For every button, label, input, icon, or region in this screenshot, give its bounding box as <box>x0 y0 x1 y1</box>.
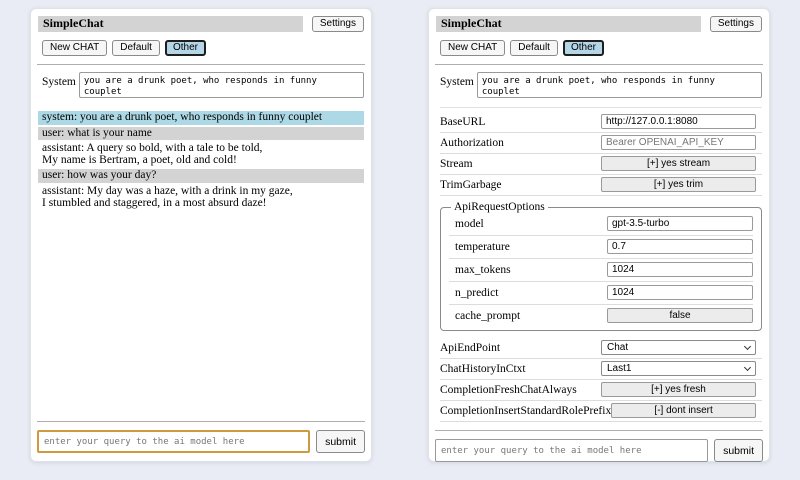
system-prompt-label: System <box>440 76 474 88</box>
session-button-default[interactable]: Default <box>112 40 160 56</box>
spacer <box>37 210 365 413</box>
settings-list: BaseURL Authorization Stream [+] yes str… <box>440 112 762 422</box>
temperature-label: temperature <box>455 240 510 253</box>
temperature-input[interactable] <box>607 239 753 254</box>
settings-button[interactable]: Settings <box>709 16 762 32</box>
api-endpoint-select[interactable]: Chat <box>601 340 756 355</box>
new-chat-button[interactable]: New CHAT <box>440 40 506 56</box>
divider <box>37 421 365 422</box>
submit-button[interactable]: submit <box>714 439 763 462</box>
api-endpoint-selected-value: Chat <box>607 342 629 353</box>
chevron-down-icon <box>743 363 752 372</box>
session-button-default[interactable]: Default <box>510 40 558 56</box>
authorization-label: Authorization <box>440 136 504 149</box>
divider <box>37 64 365 65</box>
query-row: submit <box>37 430 365 453</box>
session-button-other[interactable]: Other <box>164 40 206 56</box>
cache-prompt-toggle-button[interactable]: false <box>607 308 753 323</box>
session-buttons-row: New CHAT Default Other <box>440 40 762 56</box>
settings-button[interactable]: Settings <box>311 16 364 32</box>
chat-message-assistant: assistant: My day was a haze, with a dri… <box>38 184 364 211</box>
system-prompt-label: System <box>42 76 76 88</box>
baseurl-input[interactable] <box>601 114 756 129</box>
setting-row-baseurl: BaseURL <box>440 112 762 133</box>
chat-message-user: user: how was your day? <box>38 169 364 183</box>
system-prompt-row: System you are a drunk poet, who respond… <box>42 72 364 98</box>
setting-row-stream: Stream [+] yes stream <box>440 154 762 175</box>
completion-fresh-chat-always-label: CompletionFreshChatAlways <box>440 383 577 396</box>
divider <box>435 64 763 65</box>
chat-message-system: system: you are a drunk poet, who respon… <box>38 111 364 125</box>
chat-message-user: user: what is your name <box>38 126 364 141</box>
stream-toggle-button[interactable]: [+] yes stream <box>601 156 756 171</box>
setting-row-temperature: temperature <box>449 236 753 259</box>
baseurl-label: BaseURL <box>440 115 486 128</box>
submit-button[interactable]: submit <box>316 430 365 453</box>
header-row: SimpleChat Settings <box>38 16 364 32</box>
setting-row-cache-prompt: cache_prompt false <box>449 305 753 327</box>
chevron-down-icon <box>743 342 752 351</box>
chat-history-in-ctxt-select[interactable]: Last1 <box>601 361 756 376</box>
setting-row-model: model <box>449 213 753 236</box>
max-tokens-input[interactable] <box>607 262 753 277</box>
model-label: model <box>455 217 484 230</box>
settings-panel: SimpleChat Settings New CHAT Default Oth… <box>428 8 770 462</box>
setting-row-n-predict: n_predict <box>449 282 753 305</box>
chat-panel: SimpleChat Settings New CHAT Default Oth… <box>30 8 372 462</box>
max-tokens-label: max_tokens <box>455 263 511 276</box>
setting-row-chat-history-in-ctxt: ChatHistoryInCtxt Last1 <box>440 359 762 380</box>
divider <box>435 430 763 431</box>
query-row: submit <box>435 439 763 462</box>
trimgarbage-label: TrimGarbage <box>440 178 502 191</box>
n-predict-input[interactable] <box>607 285 753 300</box>
stream-label: Stream <box>440 157 473 170</box>
trimgarbage-toggle-button[interactable]: [+] yes trim <box>601 177 756 192</box>
n-predict-label: n_predict <box>455 286 499 299</box>
completion-insert-standard-role-prefix-toggle-button[interactable]: [-] dont insert <box>611 403 756 418</box>
system-prompt-textarea[interactable]: you are a drunk poet, who responds in fu… <box>476 72 762 98</box>
new-chat-button[interactable]: New CHAT <box>42 40 108 56</box>
model-input[interactable] <box>607 216 753 231</box>
session-button-other[interactable]: Other <box>562 40 604 56</box>
authorization-input[interactable] <box>601 135 756 150</box>
api-request-options-fieldset: ApiRequestOptions model temperature max_… <box>440 201 762 331</box>
app-title: SimpleChat <box>38 16 303 32</box>
setting-row-completion-insert-standard-role-prefix: CompletionInsertStandardRolePrefix [-] d… <box>440 401 762 422</box>
app-title: SimpleChat <box>436 16 701 32</box>
system-prompt-textarea[interactable]: you are a drunk poet, who responds in fu… <box>78 72 364 98</box>
chat-message-assistant: assistant: A query so bold, with a tale … <box>38 142 364 168</box>
chat-history-selected-value: Last1 <box>607 363 632 374</box>
chat-messages-list: system: you are a drunk poet, who respon… <box>38 111 364 211</box>
completion-insert-standard-role-prefix-label: CompletionInsertStandardRolePrefix <box>440 404 612 417</box>
setting-row-trimgarbage: TrimGarbage [+] yes trim <box>440 175 762 196</box>
query-input[interactable] <box>435 439 709 462</box>
setting-row-max-tokens: max_tokens <box>449 259 753 282</box>
system-prompt-row: System you are a drunk poet, who respond… <box>440 72 762 108</box>
cache-prompt-label: cache_prompt <box>455 309 521 322</box>
header-row: SimpleChat Settings <box>436 16 762 32</box>
api-endpoint-label: ApiEndPoint <box>440 341 501 354</box>
session-buttons-row: New CHAT Default Other <box>42 40 364 56</box>
api-request-options-legend: ApiRequestOptions <box>454 201 545 213</box>
setting-row-api-endpoint: ApiEndPoint Chat <box>440 338 762 359</box>
chat-history-in-ctxt-label: ChatHistoryInCtxt <box>440 362 526 375</box>
setting-row-completion-fresh-chat-always: CompletionFreshChatAlways [+] yes fresh <box>440 380 762 401</box>
setting-row-authorization: Authorization <box>440 133 762 154</box>
completion-fresh-chat-always-toggle-button[interactable]: [+] yes fresh <box>601 382 756 397</box>
query-input[interactable] <box>37 430 311 453</box>
